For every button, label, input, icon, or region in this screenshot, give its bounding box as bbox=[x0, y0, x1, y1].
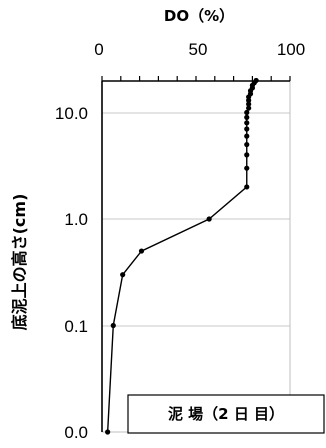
series-points bbox=[105, 77, 259, 435]
data-point bbox=[244, 114, 250, 120]
data-point bbox=[206, 216, 212, 222]
y-tick-label-10: 10.0 bbox=[55, 104, 88, 123]
data-point bbox=[138, 248, 145, 254]
series-line bbox=[106, 80, 257, 433]
annotation-box: 泥 場（2 日 目） bbox=[127, 394, 325, 434]
data-point bbox=[246, 101, 252, 107]
x-axis-minor-ticks bbox=[101, 76, 291, 81]
data-point bbox=[120, 272, 126, 278]
data-point bbox=[244, 126, 250, 132]
data-point bbox=[105, 429, 111, 435]
y-axis-label: 底泥上の高さ(cm) bbox=[10, 194, 29, 331]
y-tick-label-1: 1.0 bbox=[64, 210, 88, 229]
data-point bbox=[246, 105, 252, 111]
data-point bbox=[244, 133, 250, 139]
annotation-label: 泥 場（2 日 目） bbox=[168, 405, 284, 423]
x-tick-label-0: 0 bbox=[94, 40, 103, 59]
data-point bbox=[244, 120, 250, 126]
y-tick-label-0-1: 0.1 bbox=[64, 317, 88, 336]
data-point bbox=[244, 152, 250, 158]
x-tick-label-100: 100 bbox=[277, 40, 305, 59]
data-point bbox=[244, 184, 250, 190]
y-tick-label-0-01: 0.0 bbox=[64, 423, 88, 442]
chart-title: DO（%） bbox=[164, 7, 234, 25]
plot-area bbox=[101, 76, 291, 433]
data-point bbox=[253, 77, 259, 84]
x-tick-label-50: 50 bbox=[189, 40, 208, 59]
data-point bbox=[244, 141, 250, 148]
data-point bbox=[244, 109, 250, 116]
data-point bbox=[244, 165, 250, 171]
data-point bbox=[110, 322, 116, 329]
